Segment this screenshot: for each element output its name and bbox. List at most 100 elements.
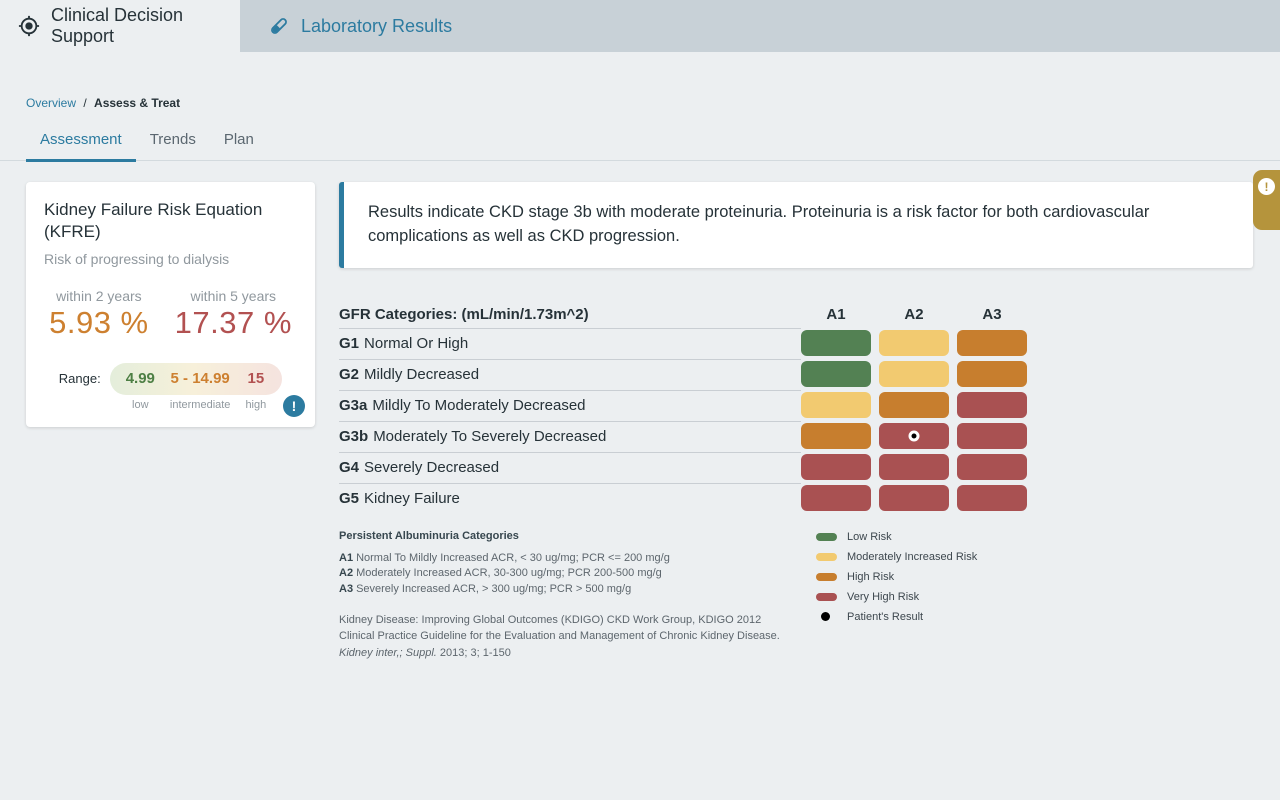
matrix-row-g2: G2 Mildly Decreased xyxy=(339,358,1253,390)
column-header-a1: A1 xyxy=(826,306,846,324)
header-tab-label: Laboratory Results xyxy=(301,15,453,36)
citation-text: Kidney Disease: Improving Global Outcome… xyxy=(339,613,780,643)
section-tabs: Assessment Trends Plan xyxy=(0,123,1280,162)
kfre-info-icon[interactable]: ! xyxy=(283,394,305,417)
risk-cell xyxy=(879,485,949,512)
risk-cell xyxy=(879,330,949,357)
tab-plan[interactable]: Plan xyxy=(223,131,254,148)
row-code: G4 xyxy=(339,459,360,477)
kfre-range: Range: 4.99 low 5 - 14.99 intermediate 1… xyxy=(44,362,297,411)
fn-text: Severely Increased ACR, > 300 ug/mg; PCR… xyxy=(356,583,632,596)
range-low-value: 4.99 xyxy=(125,369,155,387)
kfre-card: Kidney Failure Risk Equation (KFRE) Risk… xyxy=(26,182,315,427)
fn-text: Normal To Mildly Increased ACR, < 30 ug/… xyxy=(356,551,670,564)
matrix-footer: Persistent Albuminuria Categories A1 Norm… xyxy=(339,530,1253,661)
risk-cell xyxy=(801,423,871,450)
side-alert-tab[interactable]: ! xyxy=(1253,170,1280,230)
risk-2yr-value: 5.93 % xyxy=(49,304,149,340)
row-label: Moderately To Severely Decreased xyxy=(373,428,607,446)
row-label: Mildly Decreased xyxy=(364,366,480,384)
range-high-caption: high xyxy=(245,398,267,411)
risk-cell xyxy=(957,423,1027,450)
legend-item-high: High Risk xyxy=(816,571,977,583)
matrix-row-g4: G4 Severely Decreased xyxy=(339,451,1253,483)
main-content: Kidney Failure Risk Equation (KFRE) Risk… xyxy=(0,161,1280,661)
breadcrumb-current: Assess & Treat xyxy=(94,96,181,110)
matrix-row-g3a: G3a Mildly To Moderately Decreased xyxy=(339,389,1253,421)
assessment-panel: Results indicate CKD stage 3b with moder… xyxy=(339,182,1253,661)
row-label: Severely Decreased xyxy=(364,459,500,477)
range-low-caption: low xyxy=(132,398,149,411)
risk-5yr-value: 17.37 % xyxy=(174,304,292,340)
result-alert: Results indicate CKD stage 3b with moder… xyxy=(339,182,1253,268)
fn-code: A1 xyxy=(339,551,354,564)
legend-item-moderate: Moderately Increased Risk xyxy=(816,551,977,563)
legend-item-patient: Patient's Result xyxy=(816,611,977,623)
header-tab-label: Clinical Decision Support xyxy=(51,5,184,46)
risk-cell xyxy=(957,330,1027,357)
albuminuria-title: Persistent Albuminuria Categories xyxy=(339,529,519,542)
breadcrumb-overview-link[interactable]: Overview xyxy=(26,96,77,110)
risk-cell xyxy=(957,454,1027,481)
risk-cell xyxy=(957,392,1027,419)
target-icon xyxy=(18,15,40,37)
moderate-risk-swatch xyxy=(816,552,837,561)
result-alert-message: Results indicate CKD stage 3b with moder… xyxy=(368,203,1150,245)
legend-item-low: Low Risk xyxy=(816,531,977,543)
row-label: Mildly To Moderately Decreased xyxy=(372,397,586,415)
risk-2yr: within 2 years 5.93 % xyxy=(49,288,149,341)
matrix-row-g3b: G3b Moderately To Severely Decreased xyxy=(339,420,1253,452)
tab-clinical-decision-support[interactable]: Clinical Decision Support xyxy=(0,0,240,52)
albuminuria-a1: A1 Normal To Mildly Increased ACR, < 30 u… xyxy=(339,551,794,567)
very-high-risk-swatch xyxy=(816,592,837,601)
albuminuria-a2: A2 Moderately Increased ACR, 30-300 ug/mg… xyxy=(339,566,794,582)
range-segment-low: 4.99 low xyxy=(126,363,155,411)
breadcrumb-separator: / xyxy=(83,96,87,110)
footnotes: Persistent Albuminuria Categories A1 Norm… xyxy=(339,530,794,661)
risk-cell xyxy=(879,423,949,450)
range-segment-high: 15 high xyxy=(245,363,266,411)
range-scale: 4.99 low 5 - 14.99 intermediate 15 high xyxy=(109,362,283,411)
risk-5yr: within 5 years 17.37 % xyxy=(175,288,292,341)
risk-cell xyxy=(879,454,949,481)
range-intermediate-value: 5 - 14.99 xyxy=(170,369,230,387)
tab-trends[interactable]: Trends xyxy=(149,131,196,148)
citation-text: 2013; 3; 1-150 xyxy=(436,646,511,659)
legend-label: Moderately Increased Risk xyxy=(847,550,978,563)
patient-result-swatch xyxy=(821,612,830,622)
row-label: Normal Or High xyxy=(364,335,469,353)
range-segment-intermediate: 5 - 14.99 intermediate xyxy=(170,363,231,411)
patient-result-marker xyxy=(908,430,920,442)
matrix-header: GFR Categories: (mL/min/1.73m^2) A1 A2 A… xyxy=(339,302,1253,328)
kfre-risks: within 2 years 5.93 % within 5 years 17.… xyxy=(44,288,297,341)
risk-cell xyxy=(801,361,871,388)
legend-label: Low Risk xyxy=(847,530,892,543)
column-header-a3: A3 xyxy=(982,306,1002,324)
fn-code: A3 xyxy=(339,583,354,596)
tab-laboratory-results[interactable]: Laboratory Results xyxy=(250,0,470,52)
legend-label: High Risk xyxy=(847,570,895,583)
alert-exclamation-icon: ! xyxy=(1258,178,1275,195)
risk-cell xyxy=(801,392,871,419)
gfr-risk-matrix: GFR Categories: (mL/min/1.73m^2) A1 A2 A… xyxy=(339,302,1253,514)
range-high-value: 15 xyxy=(247,369,265,387)
test-tube-icon xyxy=(268,15,290,37)
matrix-row-g1: G1 Normal Or High xyxy=(339,327,1253,359)
tab-assessment[interactable]: Assessment xyxy=(26,123,136,162)
row-code: G5 xyxy=(339,490,360,508)
row-label: Kidney Failure xyxy=(364,490,460,508)
matrix-title: GFR Categories: (mL/min/1.73m^2) xyxy=(339,306,589,324)
breadcrumb: Overview / Assess & Treat xyxy=(26,96,1280,110)
risk-cell xyxy=(957,485,1027,512)
risk-2yr-label: within 2 years xyxy=(56,287,142,304)
albuminuria-a3: A3 Severely Increased ACR, > 300 ug/mg; P… xyxy=(339,582,794,598)
risk-cell xyxy=(801,454,871,481)
risk-cell xyxy=(879,392,949,419)
risk-legend: Low Risk Moderately Increased Risk High … xyxy=(816,530,977,661)
high-risk-swatch xyxy=(816,572,837,581)
low-risk-swatch xyxy=(816,532,837,541)
app-header: Clinical Decision Support Laboratory Res… xyxy=(0,0,1280,52)
risk-cell xyxy=(879,361,949,388)
legend-label: Patient's Result xyxy=(847,610,924,623)
row-code: G3a xyxy=(339,397,368,415)
